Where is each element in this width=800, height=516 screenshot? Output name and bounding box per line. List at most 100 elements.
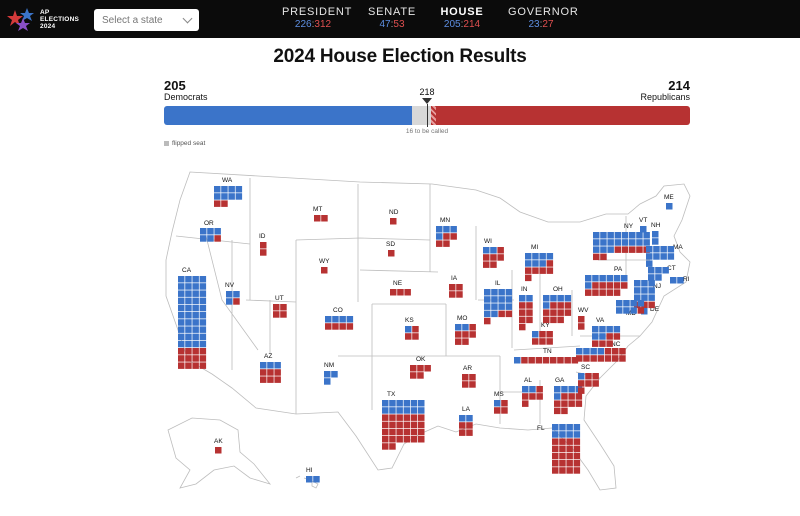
- district-cell-ca[interactable]: [178, 362, 185, 369]
- district-cell-wi[interactable]: [497, 254, 504, 261]
- district-cell-az[interactable]: [267, 362, 274, 369]
- district-cell-ia[interactable]: [456, 291, 463, 298]
- district-cell-sc[interactable]: [585, 380, 592, 387]
- district-cell-ny[interactable]: [636, 239, 643, 246]
- district-cell-md[interactable]: [623, 300, 630, 307]
- district-cell-ca[interactable]: [199, 362, 207, 369]
- district-cell-fl[interactable]: [566, 431, 573, 438]
- district-cell-mt[interactable]: [314, 215, 321, 222]
- district-cell-tn[interactable]: [514, 357, 521, 364]
- district-cell-mn[interactable]: [443, 226, 450, 233]
- district-cell-ny[interactable]: [600, 253, 607, 261]
- district-cell-pa[interactable]: [592, 289, 599, 296]
- district-cell-ga[interactable]: [561, 393, 568, 400]
- district-cell-mn[interactable]: [436, 226, 443, 233]
- district-cell-nc[interactable]: [583, 355, 590, 362]
- district-cell-ny[interactable]: [621, 246, 629, 253]
- district-cell-fl[interactable]: [552, 431, 559, 438]
- district-cell-ca[interactable]: [192, 319, 199, 326]
- district-cell-ca[interactable]: [185, 333, 192, 341]
- district-cell-ks[interactable]: [405, 333, 412, 340]
- district-cell-tx[interactable]: [382, 414, 389, 421]
- district-cell-la[interactable]: [459, 422, 466, 429]
- district-cell-va[interactable]: [613, 333, 621, 340]
- district-cell-tx[interactable]: [403, 400, 411, 407]
- district-cell-tx[interactable]: [403, 436, 411, 443]
- district-cell-ri[interactable]: [677, 277, 684, 284]
- district-cell-nc[interactable]: [597, 355, 605, 362]
- district-cell-ma[interactable]: [646, 246, 653, 253]
- district-cell-mn[interactable]: [450, 233, 457, 240]
- district-cell-ga[interactable]: [554, 400, 561, 407]
- district-cell-ga[interactable]: [554, 393, 561, 400]
- district-cell-il[interactable]: [484, 303, 491, 310]
- district-cell-ga[interactable]: [568, 386, 575, 393]
- tab-president[interactable]: PRESIDENT 226:312: [282, 6, 353, 30]
- district-cell-pa[interactable]: [592, 275, 599, 282]
- district-cell-al[interactable]: [529, 386, 536, 393]
- district-cell-tx[interactable]: [418, 400, 425, 407]
- district-cell-in[interactable]: [519, 316, 526, 324]
- district-cell-fl[interactable]: [552, 467, 559, 474]
- district-cell-fl[interactable]: [573, 460, 581, 467]
- district-cell-nc[interactable]: [576, 355, 583, 362]
- district-cell-tx[interactable]: [389, 443, 396, 450]
- district-cell-ma[interactable]: [660, 246, 667, 253]
- district-cell-ca[interactable]: [192, 333, 199, 341]
- district-cell-id[interactable]: [260, 249, 267, 256]
- district-cell-nc[interactable]: [590, 355, 597, 362]
- district-cell-az[interactable]: [274, 369, 281, 376]
- district-cell-tx[interactable]: [382, 407, 389, 414]
- district-cell-mt[interactable]: [321, 215, 328, 222]
- district-cell-pa[interactable]: [621, 282, 628, 289]
- district-cell-md[interactable]: [616, 300, 623, 307]
- district-cell-fl[interactable]: [552, 445, 559, 453]
- district-cell-oh[interactable]: [557, 316, 564, 324]
- district-cell-or[interactable]: [214, 235, 221, 242]
- district-cell-ia[interactable]: [456, 284, 463, 291]
- district-cell-fl[interactable]: [559, 445, 566, 453]
- district-cell-la[interactable]: [466, 415, 473, 422]
- district-cell-nc[interactable]: [619, 348, 626, 355]
- district-cell-wi[interactable]: [483, 261, 490, 268]
- district-cell-wi[interactable]: [483, 247, 490, 254]
- district-cell-ca[interactable]: [178, 290, 185, 297]
- district-cell-fl[interactable]: [552, 438, 559, 445]
- district-cell-ca[interactable]: [199, 340, 207, 348]
- district-cell-ga[interactable]: [554, 386, 561, 393]
- district-cell-tx[interactable]: [382, 436, 389, 443]
- district-cell-ut[interactable]: [273, 304, 280, 311]
- district-cell-va[interactable]: [613, 326, 621, 333]
- district-cell-nj[interactable]: [634, 280, 641, 287]
- district-cell-hi[interactable]: [306, 476, 313, 483]
- district-cell-oh[interactable]: [550, 309, 557, 316]
- state-select-dropdown[interactable]: Select a state: [94, 9, 199, 31]
- district-cell-pa[interactable]: [599, 275, 606, 282]
- district-cell-ny[interactable]: [636, 246, 643, 253]
- district-cell-ca[interactable]: [178, 340, 185, 348]
- district-cell-mi[interactable]: [539, 267, 546, 274]
- district-cell-de[interactable]: [641, 308, 648, 315]
- district-cell-ms[interactable]: [501, 400, 508, 407]
- district-cell-hi[interactable]: [313, 476, 320, 483]
- district-cell-nj[interactable]: [641, 287, 648, 294]
- district-cell-md[interactable]: [637, 300, 645, 307]
- district-cell-ny[interactable]: [593, 253, 600, 261]
- district-cell-tn[interactable]: [521, 357, 528, 364]
- district-cell-ca[interactable]: [192, 340, 199, 348]
- district-cell-tx[interactable]: [410, 407, 418, 414]
- district-cell-tx[interactable]: [396, 436, 403, 443]
- district-cell-wi[interactable]: [497, 247, 504, 254]
- district-cell-wa[interactable]: [214, 186, 221, 193]
- district-cell-fl[interactable]: [566, 438, 573, 445]
- district-cell-ny[interactable]: [600, 232, 607, 239]
- district-cell-ca[interactable]: [199, 276, 207, 283]
- district-cell-ne[interactable]: [397, 289, 404, 296]
- district-cell-ca[interactable]: [185, 312, 192, 319]
- district-cell-ny[interactable]: [629, 239, 636, 246]
- district-cell-ny[interactable]: [607, 239, 614, 246]
- district-cell-me[interactable]: [666, 203, 673, 210]
- district-cell-tx[interactable]: [389, 436, 396, 443]
- district-cell-mo[interactable]: [455, 338, 462, 345]
- district-cell-pa[interactable]: [613, 282, 621, 289]
